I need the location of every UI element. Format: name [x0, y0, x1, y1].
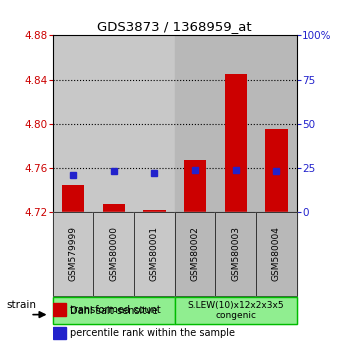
Text: percentile rank within the sample: percentile rank within the sample — [70, 328, 235, 338]
Bar — [216, 212, 256, 296]
Bar — [175, 212, 216, 296]
Bar — [216, 35, 256, 212]
Bar — [53, 327, 66, 339]
Bar — [53, 212, 93, 296]
Bar — [175, 35, 216, 212]
Bar — [134, 35, 175, 212]
Text: GSM580000: GSM580000 — [109, 227, 118, 281]
Text: Dahl salt-sensitve: Dahl salt-sensitve — [70, 306, 158, 316]
Text: GSM580002: GSM580002 — [191, 227, 199, 281]
Bar — [256, 212, 297, 296]
Text: S.LEW(10)x12x2x3x5
congenic: S.LEW(10)x12x2x3x5 congenic — [188, 301, 284, 320]
Bar — [62, 185, 84, 212]
Bar — [53, 35, 93, 212]
Bar — [175, 212, 216, 296]
Bar — [216, 212, 256, 296]
Bar — [143, 210, 166, 212]
Bar — [93, 35, 134, 212]
Bar — [224, 74, 247, 212]
Bar — [53, 297, 175, 324]
Bar — [53, 212, 93, 296]
Bar — [134, 212, 175, 296]
Bar — [256, 212, 297, 296]
Text: GSM579999: GSM579999 — [69, 227, 78, 281]
Bar — [175, 297, 297, 324]
Text: GSM580001: GSM580001 — [150, 227, 159, 281]
Bar — [256, 35, 297, 212]
Text: transformed count: transformed count — [70, 305, 161, 315]
Text: strain: strain — [7, 300, 37, 310]
Bar — [93, 212, 134, 296]
Bar — [184, 160, 206, 212]
Bar — [93, 212, 134, 296]
Bar — [175, 297, 297, 324]
Title: GDS3873 / 1368959_at: GDS3873 / 1368959_at — [98, 20, 252, 33]
Bar — [134, 212, 175, 296]
Bar — [53, 303, 66, 316]
Bar — [103, 204, 125, 212]
Bar — [53, 297, 175, 324]
Bar — [265, 130, 287, 212]
Text: GSM580003: GSM580003 — [231, 227, 240, 281]
Text: GSM580004: GSM580004 — [272, 227, 281, 281]
